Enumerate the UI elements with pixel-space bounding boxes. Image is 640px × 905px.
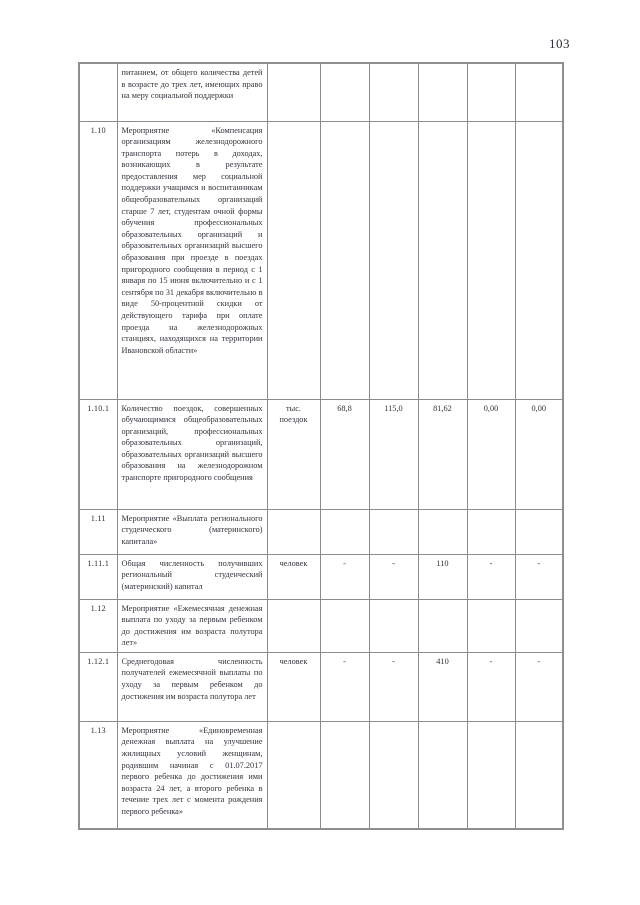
indicator-name-cell: Среднегодовая численность получателей еж… (116, 651, 268, 722)
value-cell: 410 (417, 651, 468, 722)
value-cell (514, 62, 564, 122)
value-cell (466, 720, 516, 830)
row-number-cell: 1.12 (78, 598, 118, 653)
value-cell: 81,62 (417, 398, 468, 510)
unit-cell (266, 508, 321, 555)
value-cell: - (319, 651, 370, 722)
value-cell (368, 508, 419, 555)
value-cell (466, 508, 516, 555)
indicator-name-cell: Мероприятие «Выплата регионального студе… (116, 508, 268, 555)
value-cell (514, 720, 564, 830)
value-cell (319, 508, 370, 555)
unit-cell: тыс. поездок (266, 398, 321, 510)
unit-cell (266, 598, 321, 653)
value-cell (417, 120, 468, 400)
table-row: 1.11 Мероприятие «Выплата регионального с… (78, 508, 564, 555)
value-cell: - (514, 651, 564, 722)
row-number-cell: 1.13 (78, 720, 118, 830)
value-cell: - (466, 651, 516, 722)
value-cell (417, 62, 468, 122)
row-number-cell: 1.10 (78, 120, 118, 400)
table-row: 1.10.1 Количество поездок, совершенных об… (78, 398, 564, 510)
value-cell (368, 62, 419, 122)
value-cell (417, 508, 468, 555)
value-cell (319, 720, 370, 830)
table-row: 1.10 Мероприятие «Компенсация организация… (78, 120, 564, 400)
unit-cell: человек (266, 651, 321, 722)
indicator-name-cell: Количество поездок, совершенных обучающи… (116, 398, 268, 510)
value-cell (514, 508, 564, 555)
row-number-cell: 1.12.1 (78, 651, 118, 722)
indicators-table: питанием, от общего количества детей в в… (78, 62, 564, 831)
value-cell: - (466, 553, 516, 600)
value-cell (514, 598, 564, 653)
indicator-name-cell: Общая численность получивших региональны… (116, 553, 268, 600)
value-cell (466, 120, 516, 400)
value-cell (466, 62, 516, 122)
value-cell (319, 62, 370, 122)
value-cell (319, 120, 370, 400)
value-cell (466, 598, 516, 653)
unit-cell (266, 720, 321, 830)
value-cell (368, 598, 419, 653)
value-cell: - (319, 553, 370, 600)
value-cell (417, 598, 468, 653)
value-cell: - (368, 651, 419, 722)
value-cell: - (368, 553, 419, 600)
value-cell (514, 120, 564, 400)
table-row: 1.13 Мероприятие «Единовременная денежная… (78, 720, 564, 830)
value-cell: 68,8 (319, 398, 370, 510)
table-row: питанием, от общего количества детей в в… (78, 62, 564, 122)
unit-cell (266, 62, 321, 122)
row-number-cell (78, 62, 118, 122)
value-cell (368, 720, 419, 830)
unit-cell (266, 120, 321, 400)
value-cell: 0,00 (514, 398, 564, 510)
table-row: 1.12.1 Среднегодовая численность получате… (78, 651, 564, 722)
indicator-name-cell: питанием, от общего количества детей в в… (116, 62, 268, 122)
value-cell (368, 120, 419, 400)
row-number-cell: 1.11 (78, 508, 118, 555)
row-number-cell: 1.11.1 (78, 553, 118, 600)
value-cell (417, 720, 468, 830)
value-cell (319, 598, 370, 653)
indicator-name-cell: Мероприятие «Компенсация организациям же… (116, 120, 268, 400)
row-number-cell: 1.10.1 (78, 398, 118, 510)
value-cell: 0,00 (466, 398, 516, 510)
value-cell: 115,0 (368, 398, 419, 510)
indicator-name-cell: Мероприятие «Единовременная денежная вып… (116, 720, 268, 830)
indicator-name-cell: Мероприятие «Ежемесячная денежная выплат… (116, 598, 268, 653)
value-cell: - (514, 553, 564, 600)
unit-cell: человек (266, 553, 321, 600)
table-row: 1.12 Мероприятие «Ежемесячная денежная вы… (78, 598, 564, 653)
table-row: 1.11.1 Общая численность получивших регио… (78, 553, 564, 600)
indicators-table-body: питанием, от общего количества детей в в… (78, 62, 564, 830)
page-number: 103 (549, 36, 570, 51)
value-cell: 110 (417, 553, 468, 600)
